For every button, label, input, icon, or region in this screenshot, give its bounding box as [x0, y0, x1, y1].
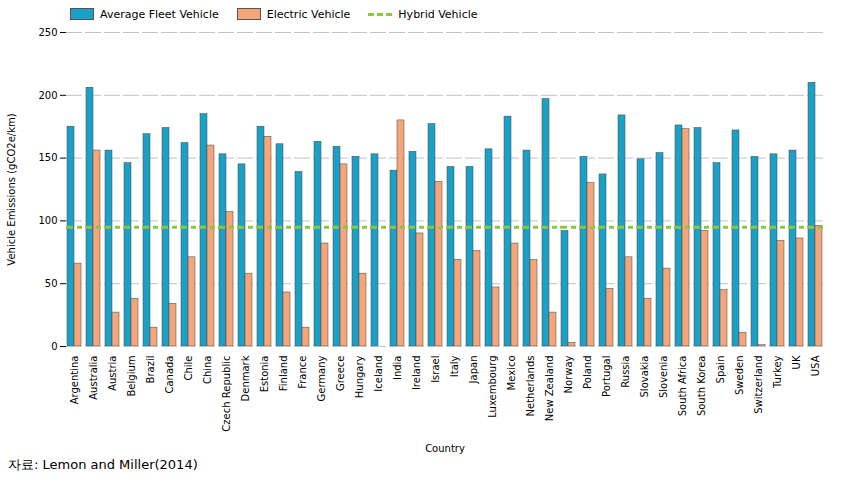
svg-text:Czech Republic: Czech Republic — [221, 356, 232, 432]
svg-text:Vehicle Emissions (gCO2e/km): Vehicle Emissions (gCO2e/km) — [6, 113, 17, 265]
svg-text:200: 200 — [38, 90, 57, 101]
html-text:자료: Lemon and Miller(2014): 자료: Lemon and Miller(2014) — [8, 457, 198, 472]
svg-text:250: 250 — [38, 27, 57, 38]
svg-text:Turkey: Turkey — [772, 355, 783, 389]
svg-text:Country: Country — [425, 443, 465, 454]
svg-text:Norway: Norway — [563, 355, 574, 393]
svg-text:Poland: Poland — [582, 356, 593, 389]
svg-text:Australia: Australia — [88, 356, 99, 400]
svg-text:USA: USA — [810, 355, 821, 376]
svg-text:Luxembourg: Luxembourg — [487, 356, 498, 418]
svg-text:Austria: Austria — [107, 356, 118, 391]
svg-text:Israel: Israel — [430, 356, 441, 383]
svg-text:Chile: Chile — [183, 356, 194, 381]
svg-text:Slovenia: Slovenia — [658, 356, 669, 399]
svg-text:South Africa: South Africa — [677, 356, 688, 417]
svg-text:50: 50 — [45, 278, 58, 289]
svg-text:Canada: Canada — [164, 356, 175, 394]
svg-text:Slovakia: Slovakia — [639, 356, 650, 398]
svg-text:Greece: Greece — [335, 356, 346, 392]
svg-text:Ireland: Ireland — [411, 356, 422, 391]
svg-text:South Korea: South Korea — [696, 356, 707, 417]
svg-text:150: 150 — [38, 152, 57, 163]
svg-text:Germany: Germany — [316, 355, 327, 401]
svg-text:Belgium: Belgium — [126, 356, 137, 397]
svg-text:Switzerland: Switzerland — [753, 356, 764, 414]
svg-text:Spain: Spain — [715, 356, 726, 384]
svg-text:UK: UK — [791, 355, 802, 369]
svg-text:Argentina: Argentina — [69, 356, 80, 405]
html-text:Average Fleet Vehicle: Average Fleet Vehicle — [100, 7, 219, 21]
svg-text:India: India — [392, 356, 403, 381]
svg-text:Mexico: Mexico — [506, 356, 517, 391]
html-text:Hybrid Vehicle: Hybrid Vehicle — [398, 7, 478, 21]
svg-text:Brazil: Brazil — [145, 356, 156, 384]
svg-text:0: 0 — [51, 341, 57, 352]
svg-text:100: 100 — [38, 215, 57, 226]
svg-text:New Zealand: New Zealand — [544, 356, 555, 422]
svg-text:Netherlands: Netherlands — [525, 356, 536, 417]
svg-text:Russia: Russia — [620, 356, 631, 388]
svg-text:Portugal: Portugal — [601, 356, 612, 397]
svg-text:Hungary: Hungary — [354, 355, 365, 398]
svg-text:Iceland: Iceland — [373, 356, 384, 392]
svg-text:France: France — [297, 356, 308, 389]
svg-text:Estonia: Estonia — [259, 356, 270, 393]
svg-text:Sweden: Sweden — [734, 356, 745, 396]
svg-text:Italy: Italy — [449, 355, 460, 377]
svg-text:Denmark: Denmark — [240, 355, 251, 401]
html-text:Electric Vehicle: Electric Vehicle — [266, 7, 351, 21]
svg-text:Finland: Finland — [278, 356, 289, 392]
svg-text:China: China — [202, 356, 213, 385]
svg-text:Japan: Japan — [468, 356, 479, 385]
